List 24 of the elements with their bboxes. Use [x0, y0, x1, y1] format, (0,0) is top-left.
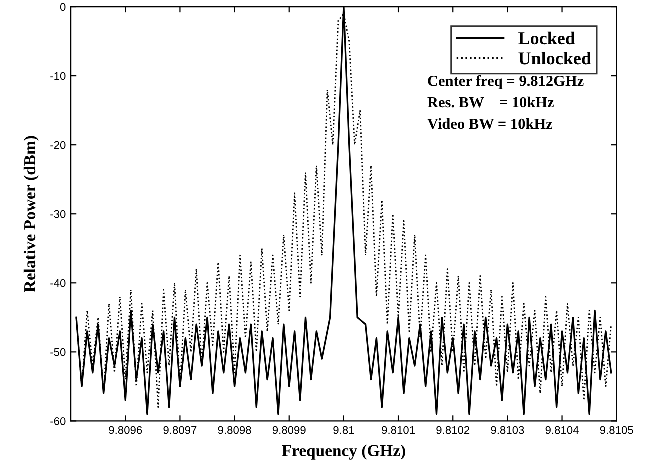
x-tick-label: 9.8101: [382, 426, 415, 434]
x-tick-label: 9.8105: [600, 426, 634, 434]
annotation: Video BW = 10kHz: [428, 118, 553, 130]
annotation: Res. BW = 10kHz: [428, 96, 554, 108]
x-axis-title: Frequency (GHz): [282, 444, 406, 460]
y-axis-title: Relative Power (dBm): [24, 136, 40, 292]
y-tick-label: -50: [50, 348, 66, 356]
y-tick-label: -60: [50, 417, 66, 426]
legend-label: Locked: [518, 32, 576, 45]
x-tick-label: 9.8096: [109, 426, 142, 434]
x-tick-label: 9.81: [334, 426, 354, 434]
x-tick-label: 9.8098: [218, 426, 252, 434]
x-tick-label: 9.8103: [491, 426, 524, 434]
y-tick-label: -40: [50, 279, 66, 288]
legend-label: Unlocked: [518, 52, 592, 65]
annotation: Center freq = 9.812GHz: [428, 75, 584, 90]
x-tick-label: 9.8097: [164, 426, 197, 434]
x-tick-label: 9.8099: [272, 426, 306, 434]
x-tick-label: 9.8104: [546, 426, 579, 434]
y-tick-label: -30: [50, 210, 66, 218]
y-tick-label: -20: [50, 141, 66, 150]
x-tick-label: 9.8102: [436, 426, 470, 434]
y-tick-label: 0: [60, 3, 66, 12]
y-tick-label: -10: [50, 72, 66, 80]
